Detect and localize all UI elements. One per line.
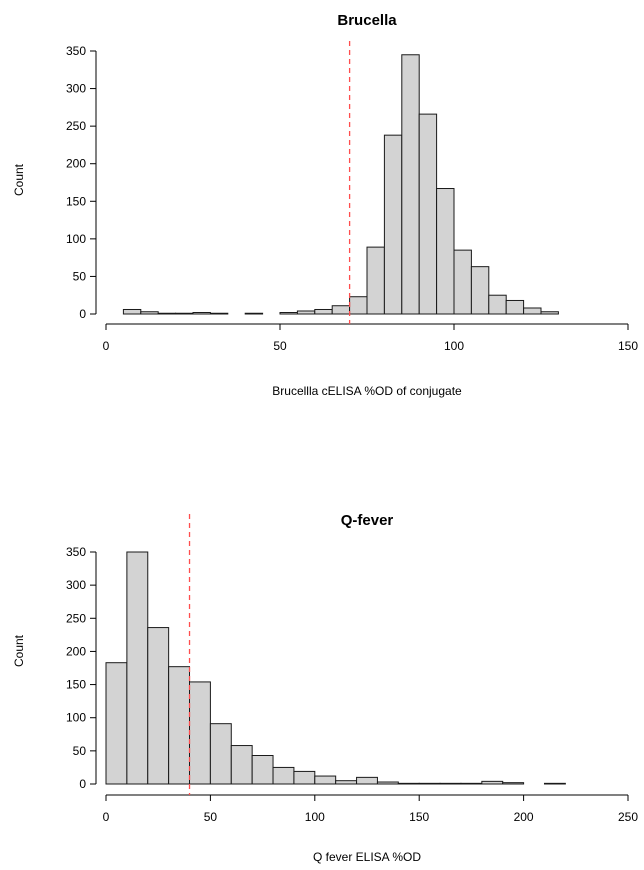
histogram-bar: [439, 782, 462, 785]
y-tick-label: 350: [66, 545, 86, 559]
x-axis: 0 50 100 150: [103, 323, 638, 353]
histogram-bar: [540, 311, 559, 315]
brucella-histogram: Brucella Count Brucellla cELISA %OD of c…: [12, 12, 638, 398]
y-tick-label: 200: [66, 644, 86, 658]
histogram-bar: [122, 308, 142, 315]
histogram-bar: [523, 307, 542, 315]
histogram-bar: [272, 766, 295, 785]
histogram-bar: [209, 723, 232, 785]
histogram-bar: [349, 296, 368, 315]
histogram-bar: [175, 312, 194, 315]
y-axis: 0 50 100 150 200 250 300 350: [66, 44, 97, 321]
x-tick-label: 50: [273, 339, 287, 353]
y-tick-label: 50: [73, 269, 87, 283]
y-tick-label: 100: [66, 232, 86, 246]
histogram-bar: [383, 134, 403, 315]
histogram-bar: [314, 775, 337, 785]
y-tick-label: 150: [66, 194, 86, 208]
x-tick-label: 250: [618, 810, 638, 824]
y-axis-label: Count: [12, 634, 26, 667]
y-tick-label: 0: [79, 777, 86, 791]
x-tick-label: 0: [103, 810, 110, 824]
x-axis-label: Brucellla cELISA %OD of conjugate: [272, 384, 462, 398]
y-tick-label: 250: [66, 119, 86, 133]
histogram-bar: [460, 782, 483, 785]
histogram-bar: [366, 246, 385, 315]
bars: [105, 551, 566, 785]
histogram-bar: [105, 662, 128, 785]
histogram-bar: [244, 312, 264, 315]
histogram-bar: [279, 312, 298, 315]
histogram-bar: [230, 745, 253, 785]
histogram-bar: [356, 776, 378, 785]
histogram-bar: [296, 310, 316, 315]
y-tick-label: 300: [66, 578, 86, 592]
x-tick-label: 0: [103, 339, 110, 353]
y-tick-label: 50: [73, 744, 87, 758]
x-tick-label: 200: [514, 810, 534, 824]
y-tick-label: 300: [66, 82, 86, 96]
y-tick-label: 150: [66, 678, 86, 692]
histogram-bar: [397, 782, 420, 785]
histogram-bar: [488, 294, 507, 315]
y-tick-label: 350: [66, 44, 86, 58]
histogram-bar: [453, 249, 472, 315]
histogram-bar: [126, 551, 149, 785]
histogram-bar: [481, 780, 504, 785]
histogram-bar: [502, 782, 525, 785]
histogram-bar: [335, 780, 358, 785]
histogram-bar: [376, 781, 399, 785]
histogram-bar: [251, 755, 274, 785]
histogram-bar: [418, 782, 441, 785]
chart-title: Q-fever: [341, 512, 394, 529]
y-axis: 0 50 100 150 200 250 300 350: [66, 545, 97, 791]
y-axis-label: Count: [12, 163, 26, 196]
histogram-bar: [543, 782, 566, 785]
histogram-bar: [189, 681, 211, 785]
x-tick-label: 100: [444, 339, 464, 353]
histogram-bar: [168, 666, 191, 785]
x-tick-label: 150: [409, 810, 429, 824]
histogram-bar: [314, 308, 333, 315]
histogram-bar: [470, 266, 490, 315]
histogram-bar: [401, 54, 420, 315]
histogram-bar: [157, 312, 177, 315]
histogram-bar: [293, 770, 316, 785]
histogram-bar: [505, 299, 525, 315]
histogram-bar: [209, 312, 229, 315]
x-axis-label: Q fever ELISA %OD: [313, 850, 421, 864]
y-tick-label: 100: [66, 711, 86, 725]
histogram-bar: [418, 113, 438, 315]
chart-title: Brucella: [337, 12, 397, 29]
histogram-bar: [192, 312, 211, 315]
histogram-bar: [140, 311, 159, 315]
y-tick-label: 250: [66, 611, 86, 625]
x-tick-label: 50: [204, 810, 218, 824]
histogram-bar: [331, 305, 351, 315]
q-fever-histogram: Q-fever Count Q fever ELISA %OD 0 50 100 15…: [12, 512, 638, 864]
x-tick-label: 100: [305, 810, 325, 824]
y-tick-label: 200: [66, 157, 86, 171]
bars: [122, 54, 559, 315]
x-tick-label: 150: [618, 339, 638, 353]
x-axis: 0 50 100 150 200 250: [103, 794, 638, 824]
histogram-bar: [436, 188, 455, 315]
histogram-bar: [147, 627, 170, 785]
y-tick-label: 0: [79, 307, 86, 321]
